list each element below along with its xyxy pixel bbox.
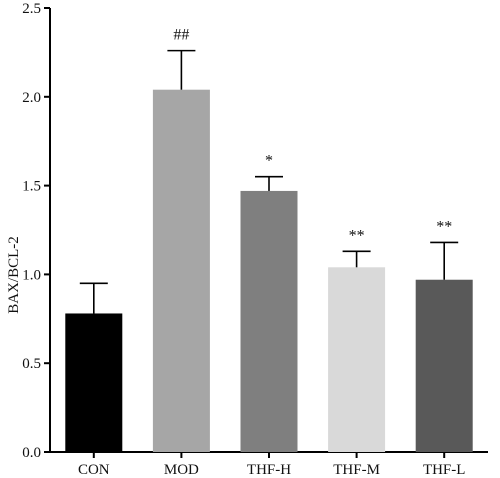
y-tick-label: 1.0 — [22, 267, 41, 283]
bar — [328, 267, 386, 452]
y-tick-label: 0.5 — [22, 356, 41, 372]
x-tick-label: THF-H — [247, 462, 291, 478]
y-tick-label: 2.0 — [22, 90, 41, 106]
bar — [152, 89, 210, 453]
error-bars — [79, 49, 459, 314]
y-tick-label: 2.5 — [22, 1, 41, 17]
bars — [65, 89, 473, 453]
y-tick-label: 0.0 — [22, 445, 41, 461]
y-axis: 0.0 0.5 1.0 1.5 2.0 2.5 — [22, 1, 51, 461]
significance-label: ## — [173, 27, 189, 44]
x-tick-label: THF-M — [333, 462, 380, 478]
significance-label: * — [265, 153, 273, 170]
bar — [415, 279, 473, 452]
significance-labels: ##***** — [173, 27, 452, 245]
significance-label: ** — [436, 218, 452, 235]
bar — [65, 313, 123, 452]
x-tick-label: MOD — [164, 462, 199, 478]
significance-label: ** — [349, 227, 365, 244]
x-tick-label: CON — [78, 462, 110, 478]
y-tick-label: 1.5 — [22, 179, 41, 195]
bar — [240, 190, 298, 453]
x-tick-label: THF-L — [423, 462, 466, 478]
y-axis-title: BAX/BCL-2 — [6, 236, 22, 314]
x-axis: CON MOD THF-H THF-M THF-L — [49, 451, 488, 478]
